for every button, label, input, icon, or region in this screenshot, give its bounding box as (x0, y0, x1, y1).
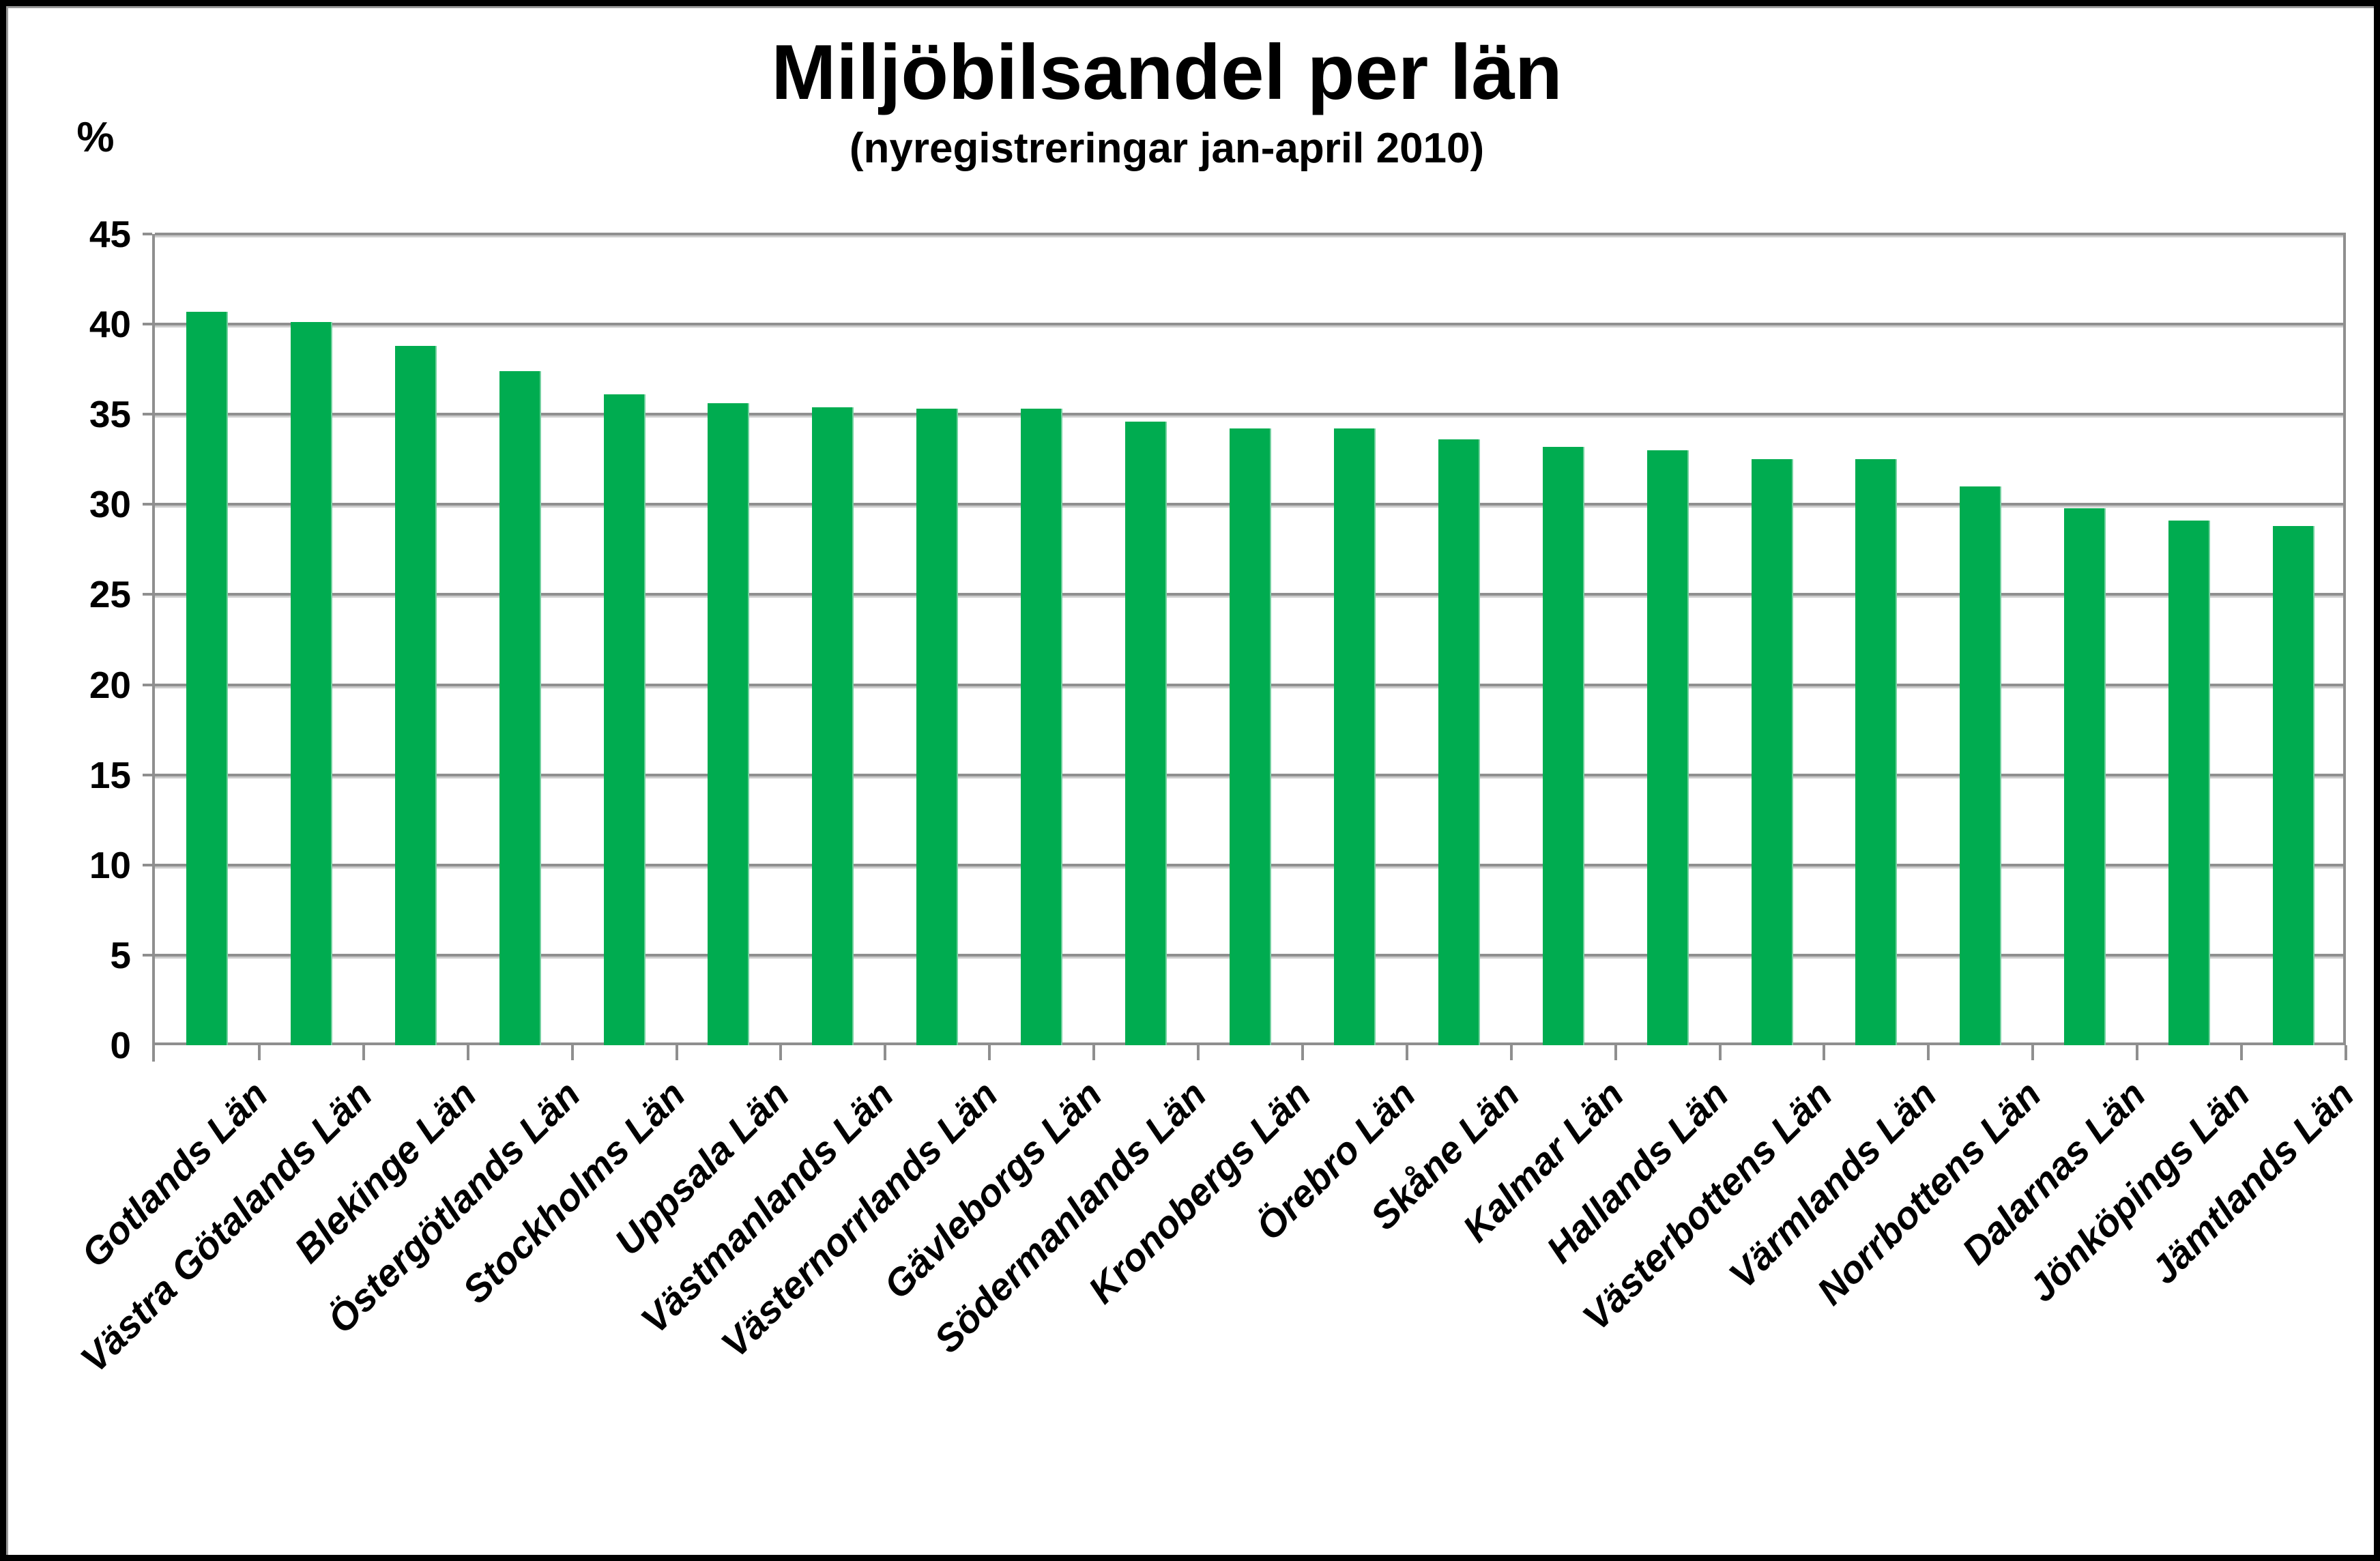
gridline (155, 323, 2346, 326)
x-axis-tick (779, 1045, 783, 1060)
bar (603, 394, 645, 1045)
chart-title: Miljöbilsandel per län (771, 29, 1563, 116)
y-axis-tick-label: 5 (110, 933, 131, 976)
bar (2273, 526, 2315, 1045)
x-axis-label: Dalarnas Län (1953, 1072, 2154, 1273)
x-axis-tick (2240, 1045, 2244, 1060)
bar (812, 407, 854, 1045)
y-axis-tick (143, 593, 152, 596)
bar (1021, 409, 1063, 1045)
gridline (155, 413, 2346, 416)
gridline (155, 233, 2346, 235)
bar (499, 370, 541, 1045)
x-axis-tick (1405, 1045, 1408, 1060)
bar (1333, 428, 1376, 1045)
x-axis-tick (2136, 1045, 2139, 1060)
y-axis-tick (143, 503, 152, 506)
y-axis-tick (143, 683, 152, 686)
chart-subtitle: (nyregistreringar jan-april 2010) (849, 125, 1485, 172)
y-axis-tick (143, 233, 152, 235)
y-axis-tick (143, 413, 152, 416)
bar (1230, 428, 1271, 1045)
x-axis-tick (1718, 1045, 1722, 1060)
y-axis-tick-label: 20 (89, 663, 131, 706)
bar (2168, 521, 2211, 1045)
y-axis-tick (143, 953, 152, 957)
bar (1960, 486, 2002, 1045)
y-axis-tick-label: 35 (89, 393, 131, 436)
y-axis-unit-label: % (76, 114, 115, 161)
x-axis-tick (570, 1045, 574, 1060)
y-axis-tick-label: 25 (89, 573, 131, 616)
y-axis-tick-label: 10 (89, 843, 131, 886)
chart-area: Gotlands Län Västra Götalands Län Blekinge… (72, 233, 2362, 1381)
x-axis-tick (257, 1045, 261, 1060)
y-axis-tick-label: 30 (89, 483, 131, 526)
plot-right-border (2343, 234, 2346, 1045)
x-axis-tick (466, 1045, 469, 1060)
x-axis-tick (1197, 1045, 1200, 1060)
x-axis-tick (1301, 1045, 1304, 1060)
x-axis-tick (1092, 1045, 1096, 1060)
bar (2064, 508, 2106, 1045)
x-axis-tick (884, 1045, 887, 1060)
x-axis-tick (1823, 1045, 1826, 1060)
y-axis-line (152, 234, 155, 1062)
bar (1542, 446, 1584, 1045)
x-axis-tick (1927, 1045, 1930, 1060)
y-axis-tick-label: 40 (89, 303, 131, 346)
x-axis-tick (988, 1045, 991, 1060)
bar (394, 345, 437, 1045)
bar (1125, 421, 1167, 1045)
x-axis-label: Hallands Län (1537, 1072, 1737, 1271)
y-axis-tick (143, 323, 152, 326)
bar (1438, 439, 1480, 1045)
x-axis-tick (675, 1045, 678, 1060)
y-axis-tick-label: 45 (89, 213, 131, 255)
x-axis-tick (2345, 1045, 2347, 1060)
y-axis-tick-label: 0 (110, 1024, 131, 1066)
bar (290, 322, 332, 1045)
x-axis-label: Blekinge Län (285, 1072, 484, 1271)
y-axis-tick (143, 863, 152, 866)
y-axis-tick (143, 773, 152, 776)
bar (708, 403, 750, 1045)
x-axis-tick (362, 1045, 365, 1060)
bar (916, 409, 959, 1045)
bar (1751, 459, 1793, 1045)
x-axis-tick (1614, 1045, 1617, 1060)
y-axis-labels: 0 5 10 15 20 25 30 35 40 45 (0, 0, 131, 1561)
bar (1646, 450, 1689, 1045)
bar (1855, 459, 1898, 1045)
bar (186, 311, 228, 1045)
x-axis-tick (2031, 1045, 2035, 1060)
y-axis-tick-label: 15 (89, 753, 131, 796)
x-axis-tick (1509, 1045, 1513, 1060)
